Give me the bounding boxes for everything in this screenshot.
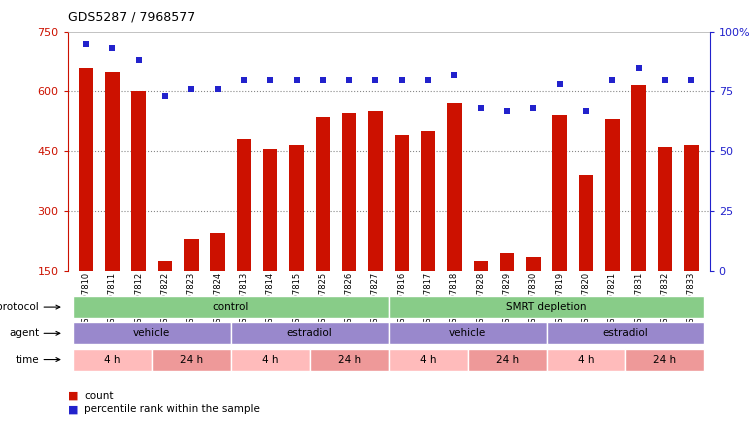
Point <box>185 86 198 93</box>
Text: vehicle: vehicle <box>133 328 170 338</box>
Point <box>264 76 276 83</box>
Point <box>159 93 171 100</box>
Point <box>580 107 592 114</box>
Point <box>448 71 460 78</box>
Point <box>553 81 566 88</box>
Bar <box>309 349 389 371</box>
Text: GDS5287 / 7968577: GDS5287 / 7968577 <box>68 11 195 24</box>
Bar <box>394 135 409 330</box>
Text: 24 h: 24 h <box>653 354 677 365</box>
Point <box>632 64 644 71</box>
Bar <box>73 296 389 318</box>
Text: 24 h: 24 h <box>179 354 203 365</box>
Bar <box>389 349 468 371</box>
Text: estradiol: estradiol <box>602 328 648 338</box>
Point <box>212 86 224 93</box>
Bar <box>368 111 383 330</box>
Bar <box>231 322 389 344</box>
Point <box>396 76 408 83</box>
Bar <box>526 257 541 330</box>
Bar <box>315 117 330 330</box>
Bar <box>289 145 303 330</box>
Point <box>107 45 119 52</box>
Bar <box>468 349 547 371</box>
Bar <box>152 349 231 371</box>
Text: 4 h: 4 h <box>420 354 436 365</box>
Point <box>501 107 513 114</box>
Text: count: count <box>84 390 113 401</box>
Text: estradiol: estradiol <box>287 328 333 338</box>
Bar <box>105 71 119 330</box>
Text: time: time <box>16 354 39 365</box>
Text: agent: agent <box>9 328 39 338</box>
Bar <box>389 322 547 344</box>
Point <box>659 76 671 83</box>
Bar <box>421 131 436 330</box>
Point <box>133 57 145 64</box>
Bar <box>547 349 626 371</box>
Text: 24 h: 24 h <box>496 354 519 365</box>
Bar <box>658 147 672 330</box>
Bar <box>632 85 646 330</box>
Bar <box>684 145 698 330</box>
Point <box>343 76 355 83</box>
Bar <box>73 322 231 344</box>
Point <box>606 76 618 83</box>
Bar <box>73 349 152 371</box>
Bar <box>626 349 704 371</box>
Bar <box>447 104 462 330</box>
Point <box>369 76 382 83</box>
Bar <box>553 115 567 330</box>
Bar <box>500 253 514 330</box>
Text: 4 h: 4 h <box>262 354 279 365</box>
Bar <box>79 68 93 330</box>
Text: percentile rank within the sample: percentile rank within the sample <box>84 404 260 415</box>
Point <box>685 76 697 83</box>
Bar <box>263 149 277 330</box>
Bar <box>547 322 704 344</box>
Point <box>317 76 329 83</box>
Bar <box>474 261 488 330</box>
Bar <box>158 261 172 330</box>
Point <box>475 105 487 112</box>
Point <box>422 76 434 83</box>
Bar <box>210 233 225 330</box>
Bar <box>389 296 704 318</box>
Text: 4 h: 4 h <box>104 354 121 365</box>
Point <box>291 76 303 83</box>
Point <box>80 40 92 47</box>
Text: ■: ■ <box>68 404 78 415</box>
Text: control: control <box>213 302 249 312</box>
Text: SMRT depletion: SMRT depletion <box>506 302 587 312</box>
Text: vehicle: vehicle <box>449 328 486 338</box>
Bar <box>605 119 620 330</box>
Bar <box>131 91 146 330</box>
Text: 24 h: 24 h <box>338 354 360 365</box>
Text: ■: ■ <box>68 390 78 401</box>
Bar <box>237 139 251 330</box>
Point <box>527 105 539 112</box>
Bar <box>184 239 198 330</box>
Bar <box>231 349 309 371</box>
Bar <box>342 113 357 330</box>
Text: protocol: protocol <box>0 302 39 312</box>
Bar <box>579 175 593 330</box>
Text: 4 h: 4 h <box>578 354 594 365</box>
Point <box>238 76 250 83</box>
